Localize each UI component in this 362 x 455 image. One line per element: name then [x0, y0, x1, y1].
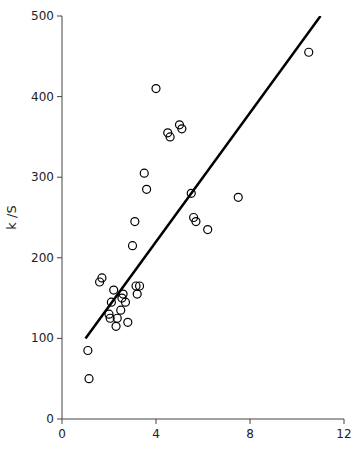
scatter-point [119, 290, 127, 298]
y-tick [57, 419, 62, 420]
scatter-point [136, 282, 144, 290]
y-tick [57, 177, 62, 178]
scatter-point [131, 218, 139, 226]
x-tick-label: 8 [246, 427, 254, 441]
scatter-point [305, 48, 313, 56]
scatter-point [192, 218, 200, 226]
x-tick-label: 0 [58, 427, 66, 441]
x-tick [344, 419, 345, 424]
scatter-point [204, 226, 212, 234]
scatter-point [110, 286, 118, 294]
scatter-point [187, 189, 195, 197]
scatter-point [124, 318, 132, 326]
y-tick-label: 200 [31, 251, 54, 265]
chart: 0 4 8 12 0 100 200 300 400 500 k /S [0, 0, 362, 455]
scatter-point [98, 274, 106, 282]
y-tick [57, 257, 62, 258]
x-tick [250, 419, 251, 424]
scatter-point [117, 306, 125, 314]
scatter-point [143, 185, 151, 193]
scatter-point [107, 298, 115, 306]
scatter-point [85, 375, 93, 383]
scatter-point [113, 314, 121, 322]
plot-area [84, 16, 321, 383]
x-tick-label: 4 [152, 427, 160, 441]
scatter-point [112, 322, 120, 330]
y-tick-label: 500 [31, 9, 54, 23]
scatter-point [166, 133, 174, 141]
scatter-point [152, 85, 160, 93]
y-tick-label: 400 [31, 90, 54, 104]
y-tick [57, 338, 62, 339]
fit-line [86, 16, 321, 338]
y-tick-label: 100 [31, 331, 54, 345]
x-tick [62, 419, 63, 424]
scatter-point [84, 346, 92, 354]
scatter-point [133, 290, 141, 298]
y-axis [62, 16, 63, 419]
y-label: k /S [4, 205, 19, 229]
scatter-point [121, 298, 129, 306]
scatter-point [178, 125, 186, 133]
y-tick-label: 0 [46, 412, 54, 426]
scatter-point [234, 193, 242, 201]
y-tick-label: 300 [31, 170, 54, 184]
x-tick-label: 12 [336, 427, 351, 441]
y-tick [57, 96, 62, 97]
scatter-point [140, 169, 148, 177]
scatter-point [129, 242, 137, 250]
y-tick [57, 16, 62, 17]
x-tick [156, 419, 157, 424]
x-axis [62, 419, 344, 420]
